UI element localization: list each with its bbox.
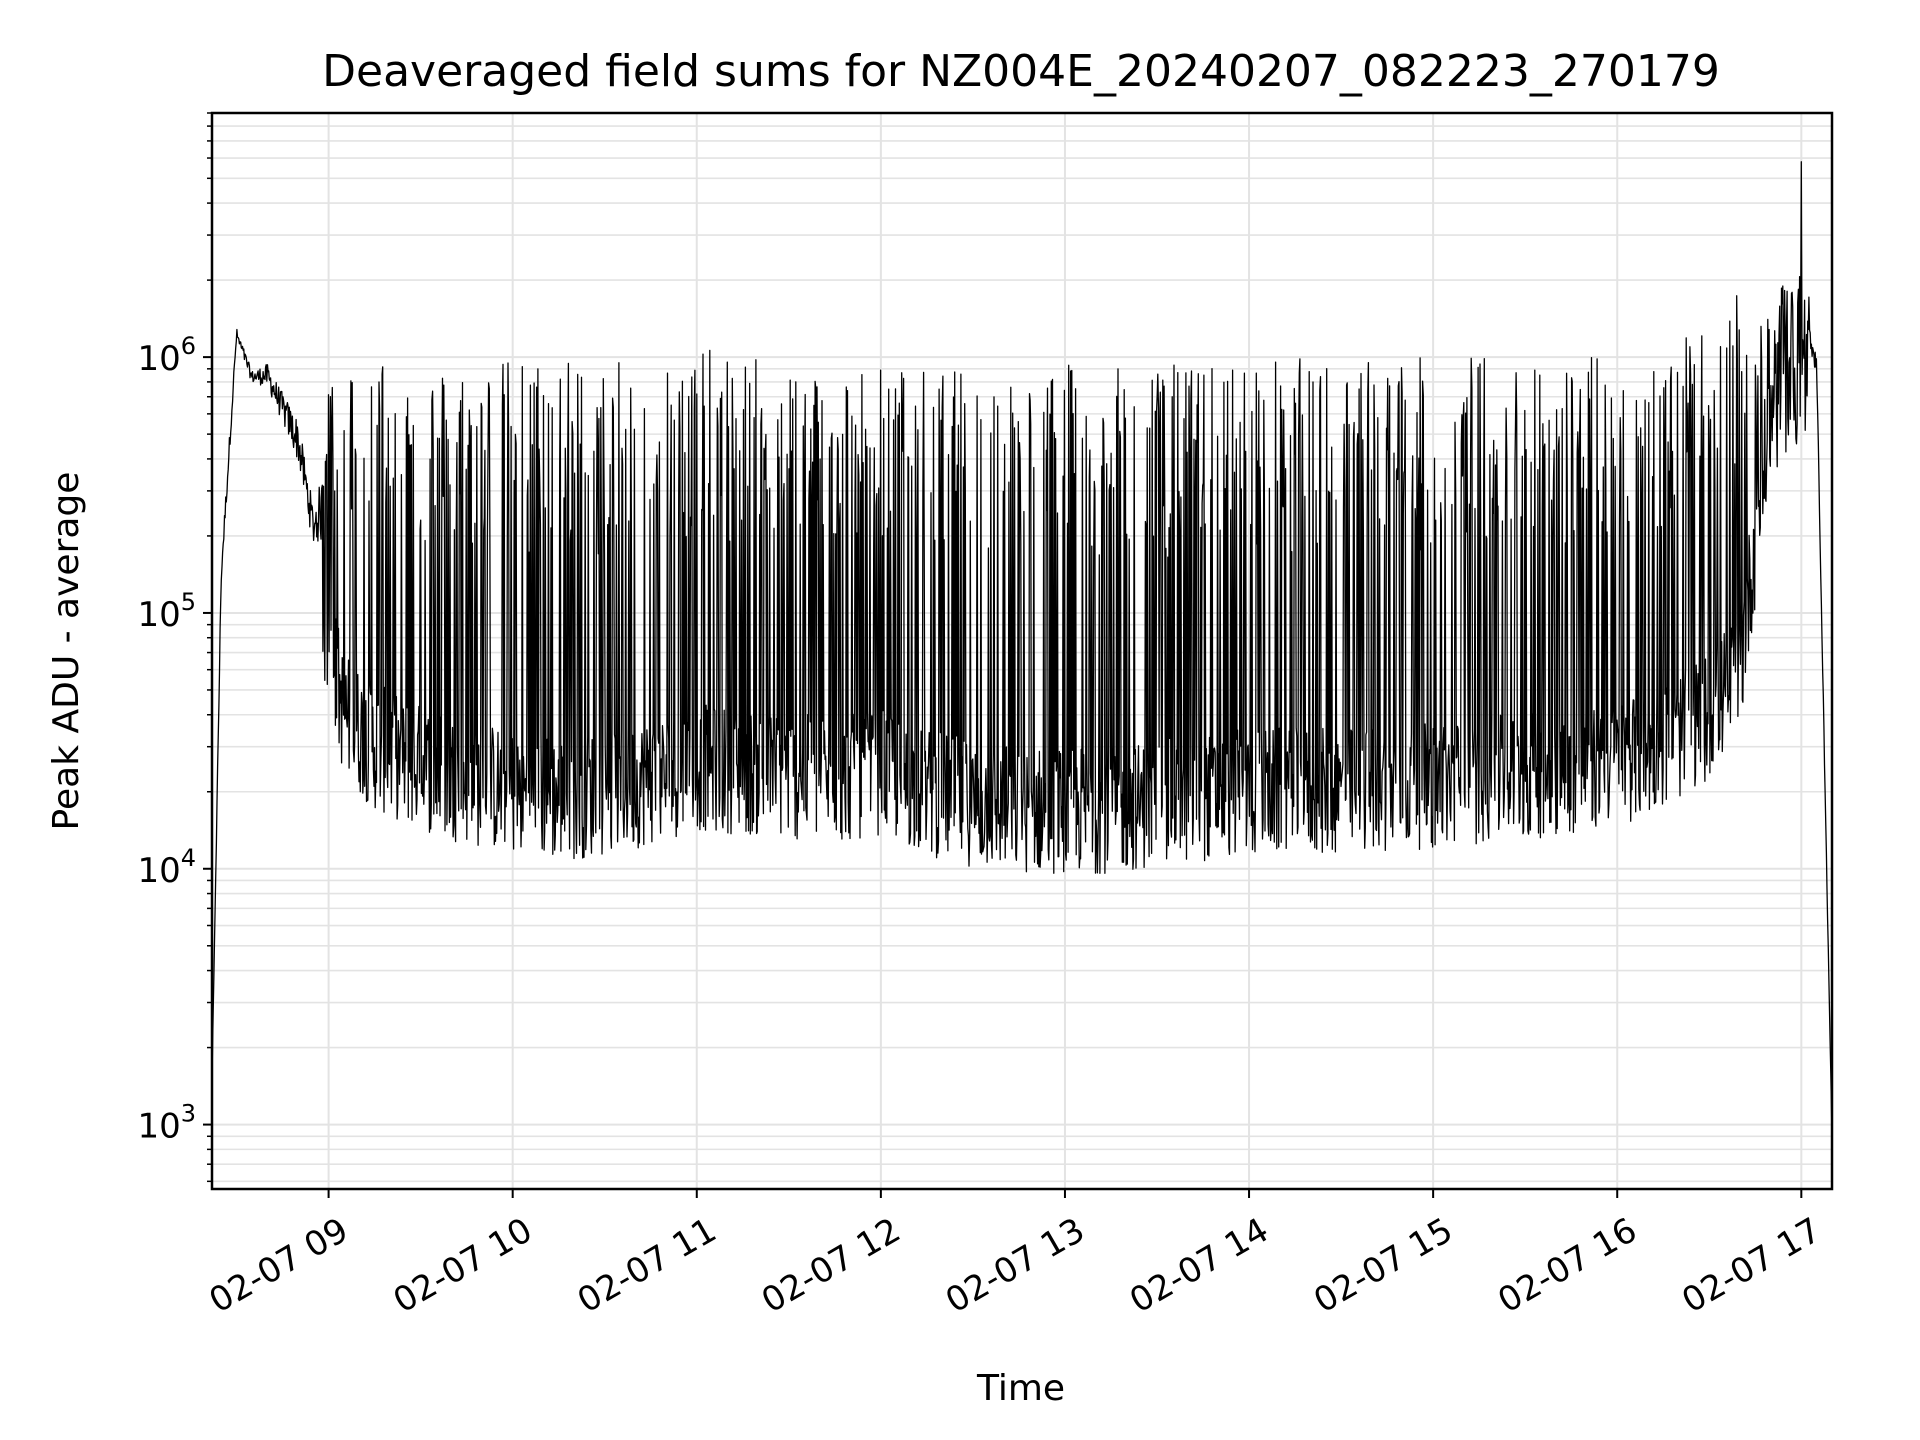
y-axis-ticks: 103 104 105 106: [137, 332, 212, 1147]
y-tick-label: 105: [137, 588, 196, 635]
series-line: [211, 161, 1833, 1137]
chart-title: Deaveraged field sums for NZ004E_2024020…: [322, 46, 1720, 97]
y-tick-label: 103: [137, 1100, 196, 1147]
y-tick-label: 104: [137, 844, 196, 891]
y-tick-label: 106: [137, 332, 196, 379]
plot-frame: [210, 111, 1834, 1191]
series-layer: [211, 161, 1833, 1137]
y-axis-label: Peak ADU - average: [46, 472, 87, 831]
x-axis-label: Time: [976, 1368, 1065, 1409]
